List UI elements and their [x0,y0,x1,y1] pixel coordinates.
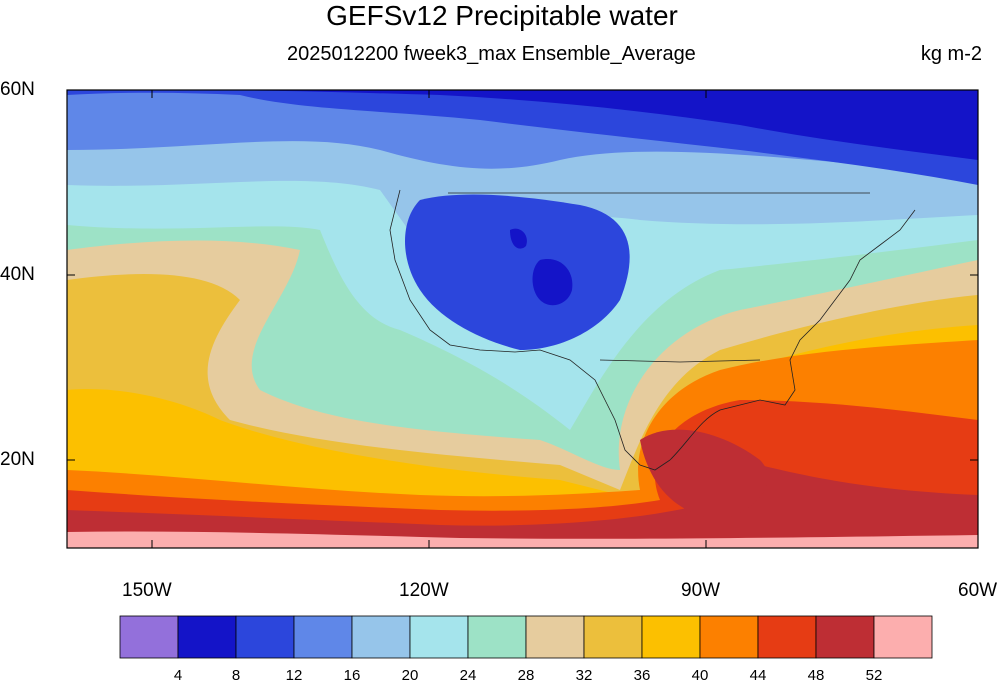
colorbar-swatch [525,615,585,659]
colorbar-tick-label: 12 [285,667,303,684]
lat-label-60n: 60N [0,79,35,100]
colorbar-swatch [293,615,353,659]
lon-label-150w: 150W [122,580,172,601]
colorbar-swatch [351,615,411,659]
colorbar-tick-label: 16 [343,667,361,684]
colorbar-tick-label: 8 [231,667,241,684]
map-subtitle: 2025012200 fweek3_max Ensemble_Average [287,43,696,65]
contour-fill [67,90,978,548]
colorbar-swatch [119,615,179,659]
colorbar-tick-label: 20 [401,667,419,684]
colorbar-swatch [757,615,817,659]
lat-label-40n: 40N [0,264,35,285]
colorbar-tick-label: 44 [749,667,767,684]
colorbar-swatch [409,615,469,659]
colorbar-swatch [583,615,643,659]
colorbar-tick-label: 52 [865,667,883,684]
lon-label-90w: 90W [681,580,721,601]
colorbar-swatch [699,615,759,659]
map-frame [66,89,979,549]
colorbar-swatch [815,615,875,659]
colorbar-tick-label: 28 [517,667,535,684]
lon-label-60w: 60W [958,580,998,601]
colorbar-tick-label: 32 [575,667,593,684]
map-title: GEFSv12 Precipitable water [326,0,678,31]
colorbar-swatch [873,615,933,659]
colorbar-swatch [235,615,295,659]
colorbar [119,615,933,659]
colorbar-swatch [177,615,237,659]
colorbar-tick-label: 48 [807,667,825,684]
lon-label-120w: 120W [399,580,449,601]
coastline-outline [389,189,916,471]
lat-label-20n: 20N [0,449,35,470]
colorbar-tick-label: 24 [459,667,477,684]
colorbar-swatch [467,615,527,659]
colorbar-tick-label: 4 [173,667,183,684]
units-label: kg m-2 [920,43,982,65]
colorbar-swatch [641,615,701,659]
colorbar-tick-label: 36 [633,667,651,684]
colorbar-tick-label: 40 [691,667,709,684]
axis-ticks [67,89,979,548]
